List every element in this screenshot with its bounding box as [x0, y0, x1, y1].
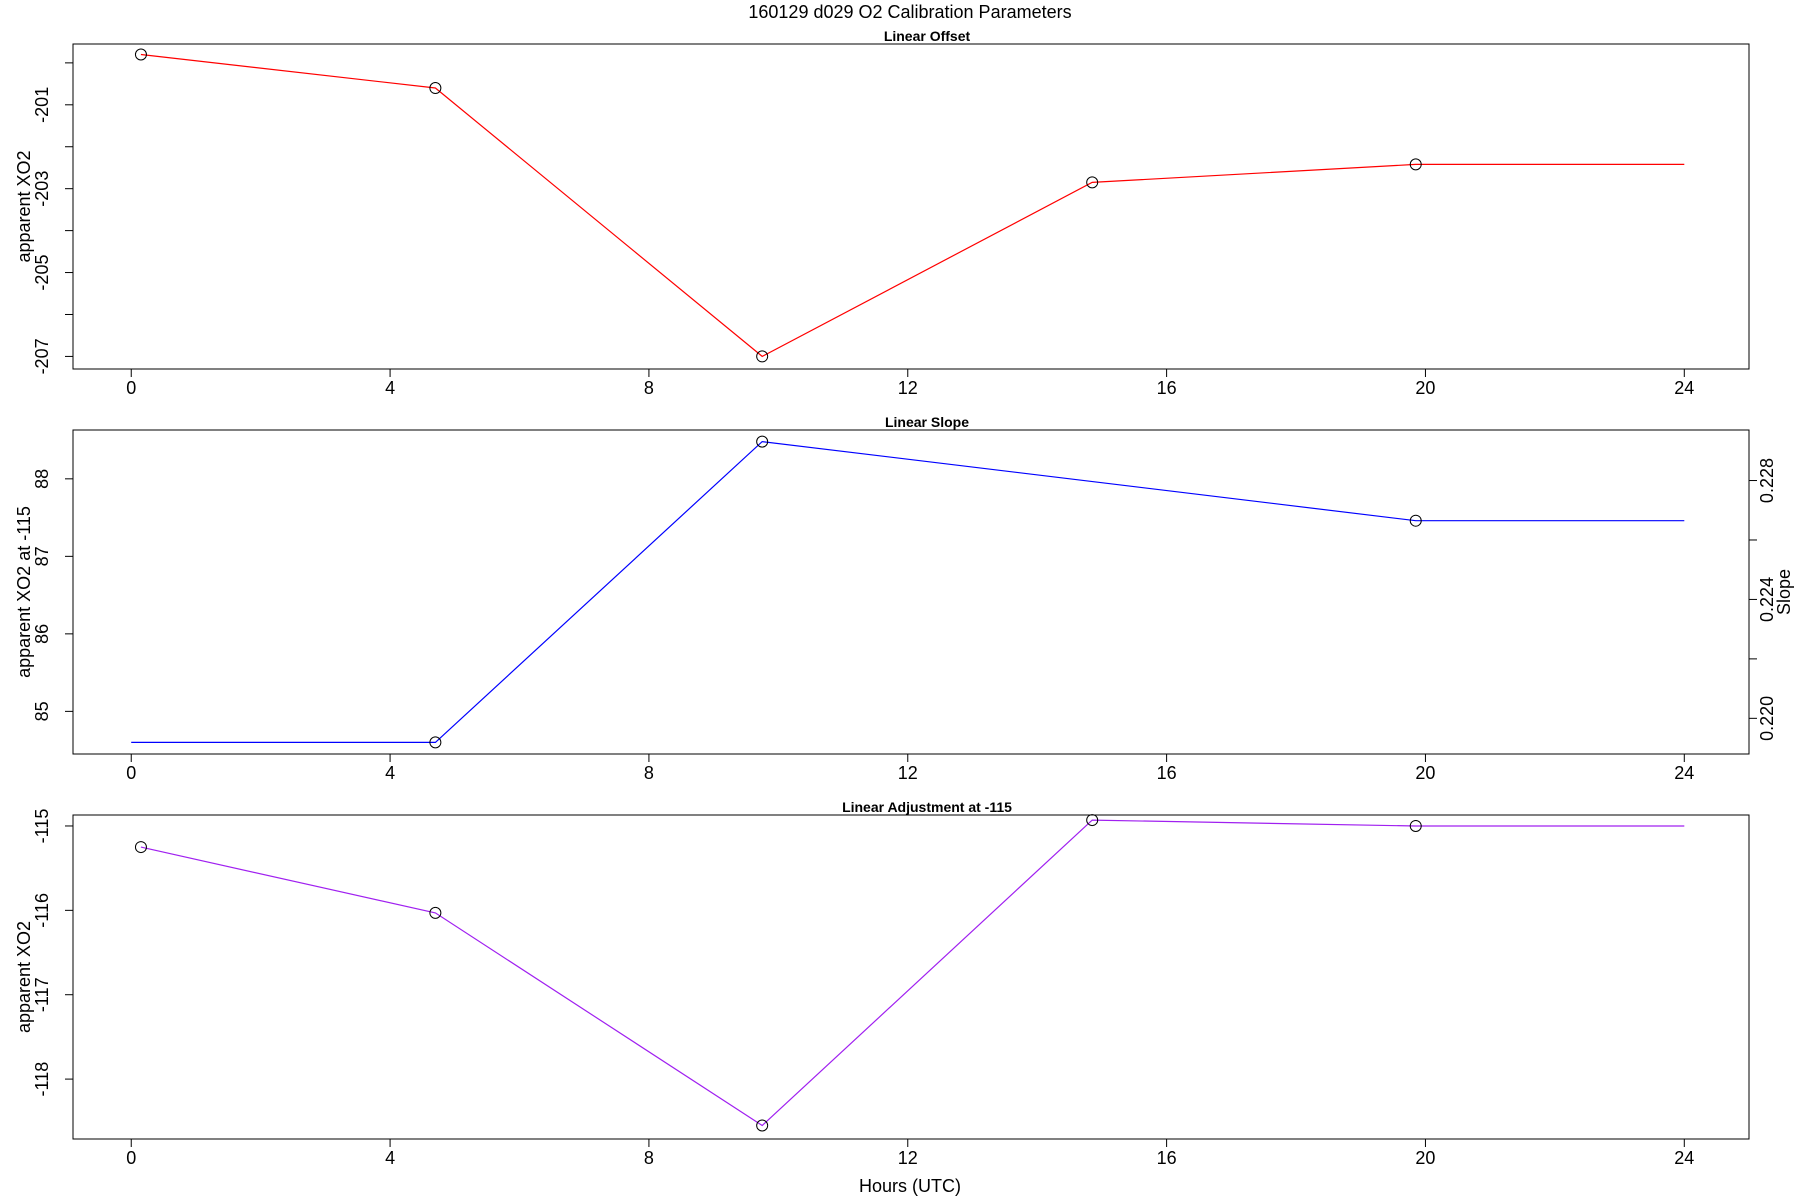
series-line	[131, 440, 1685, 744]
y-axis-label: apparent XO2 at -115	[14, 506, 34, 678]
panel-3: Linear Adjustment at -115 0 4 8 12 16 20 24 -115…	[14, 799, 1750, 1168]
data-point	[429, 906, 442, 919]
series-line	[140, 819, 1685, 1127]
y-tick-label: 86	[32, 624, 52, 644]
data-point	[134, 48, 147, 61]
series-line	[140, 53, 1685, 358]
data-point	[429, 82, 442, 95]
x-tick-label: 12	[898, 378, 918, 398]
x-tick-label: 4	[385, 378, 395, 398]
x-tick-label: 4	[385, 763, 395, 783]
panel-title: Linear Adjustment at -115	[842, 799, 1012, 815]
x-tick-label: 8	[644, 1148, 654, 1168]
panel-1: Linear Offset 0 4 8 12 16 20 24 -201 -203 -205 -207…	[14, 28, 1750, 398]
x-tick-label: 16	[1157, 763, 1177, 783]
y-tick-label: -117	[32, 977, 52, 1012]
data-point	[134, 841, 147, 854]
panel-title: Linear Slope	[885, 414, 969, 430]
y-axis-label: apparent XO2	[14, 150, 34, 262]
x-tick-label: 0	[126, 1148, 136, 1168]
y-tick-label: 87	[32, 546, 52, 566]
y-tick-label: 88	[32, 469, 52, 489]
y2-tick-label: 0.228	[1757, 458, 1777, 503]
chart-panels: Linear Offset 0 4 8 12 16 20 24 -201 -203 -205 -207…	[14, 28, 1794, 1168]
x-tick-label: 12	[898, 1148, 918, 1168]
data-point	[1409, 514, 1422, 527]
data-point	[756, 435, 769, 448]
y-tick-label: -116	[32, 893, 52, 928]
x-axis-label: Hours (UTC)	[859, 1176, 961, 1196]
data-point	[1409, 158, 1422, 171]
data-point	[1086, 176, 1099, 189]
y2-tick-label: 0.220	[1757, 696, 1777, 741]
x-tick-label: 24	[1674, 1148, 1694, 1168]
y-tick-label: -118	[32, 1062, 52, 1097]
y-tick-label: -203	[32, 171, 52, 207]
y-tick-label: -205	[32, 255, 52, 291]
x-tick-label: 12	[898, 763, 918, 783]
x-tick-label: 24	[1674, 378, 1694, 398]
plot-frame	[72, 429, 1750, 755]
data-point	[429, 736, 442, 749]
y-tick-label: 85	[32, 701, 52, 721]
plot-frame	[72, 814, 1750, 1140]
panel-2: Linear Slope 0 4 8 12 16 20 24 85 86 87 88 apparent …	[14, 414, 1794, 783]
x-tick-label: 0	[126, 763, 136, 783]
y-tick-label: -207	[32, 338, 52, 374]
x-tick-label: 16	[1157, 1148, 1177, 1168]
x-tick-label: 16	[1157, 378, 1177, 398]
x-tick-label: 4	[385, 1148, 395, 1168]
figure-title: 160129 d029 O2 Calibration Parameters	[748, 2, 1071, 22]
x-tick-label: 0	[126, 378, 136, 398]
x-tick-label: 8	[644, 763, 654, 783]
y2-axis-label: Slope	[1774, 569, 1794, 615]
x-tick-label: 20	[1415, 1148, 1435, 1168]
y2-tick-label: 0.224	[1757, 577, 1777, 622]
y-tick-label: -115	[32, 809, 52, 844]
x-tick-label: 20	[1415, 378, 1435, 398]
data-point	[756, 350, 769, 363]
x-tick-label: 24	[1674, 763, 1694, 783]
panel-title: Linear Offset	[884, 28, 971, 44]
data-point	[1409, 819, 1422, 832]
data-point	[1086, 814, 1099, 827]
y-tick-label: -201	[32, 87, 52, 123]
y-axis-label: apparent XO2	[14, 921, 34, 1033]
data-point	[756, 1119, 769, 1132]
x-tick-label: 8	[644, 378, 654, 398]
x-tick-label: 20	[1415, 763, 1435, 783]
plot-frame	[72, 43, 1750, 370]
